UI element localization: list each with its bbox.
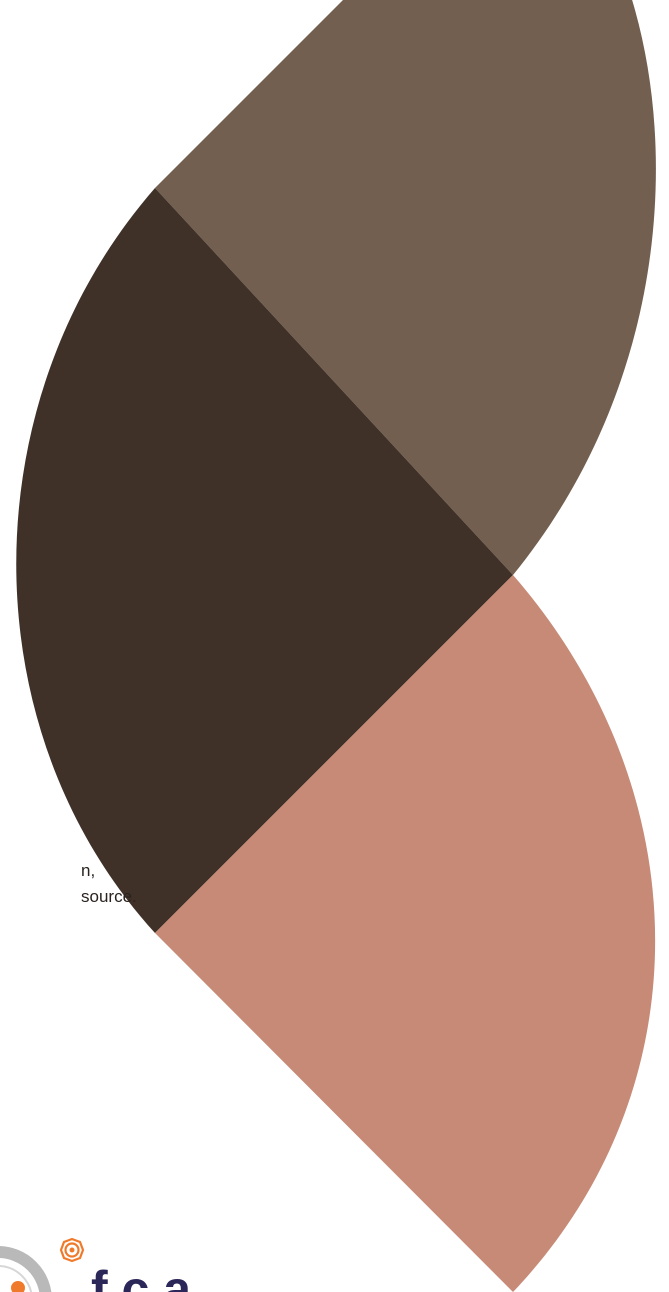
top-petal-shape — [155, 0, 656, 575]
bottom-petal-shape — [155, 575, 656, 1292]
flower-logo-icon — [59, 1237, 85, 1263]
body-text-fragment-1: n, — [81, 861, 96, 880]
middle-petal-shape — [16, 188, 513, 933]
footer-logos: ON f c a — [0, 1233, 192, 1292]
badge-text: ON — [23, 1233, 36, 1246]
body-text-fragment-2: source. — [81, 887, 137, 906]
seal-badge-icon: ON — [0, 1233, 52, 1292]
logo-wordmark: f c a — [91, 1261, 192, 1292]
